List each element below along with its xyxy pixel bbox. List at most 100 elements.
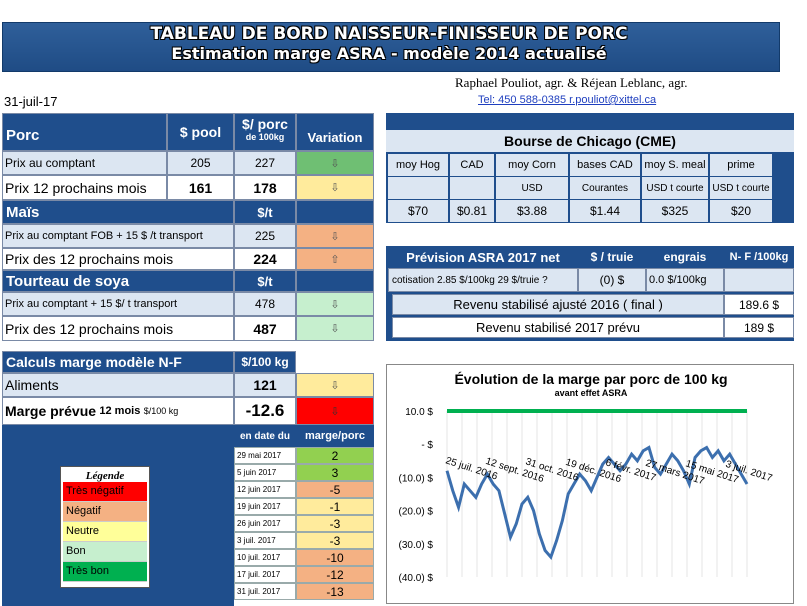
cme-col-unit — [388, 177, 448, 199]
history-value: -12 — [296, 566, 374, 583]
asra-col-truie: $ / truie — [578, 246, 646, 268]
asra-engrais-val: 0.0 $/100kg — [646, 268, 724, 292]
asra-title: Prévision ASRA 2017 net — [388, 246, 578, 268]
history-date: 19 juin 2017 — [234, 498, 296, 515]
history-value: -3 — [296, 532, 374, 549]
history-value: -3 — [296, 515, 374, 532]
soya-r2-label: Prix des 12 prochains mois — [2, 316, 234, 341]
cme-col-value: $325 — [642, 200, 708, 222]
col-porc-line1: $/ porc — [242, 116, 288, 132]
calc-r2-val: -12.6 — [234, 397, 296, 425]
col-porc: $/ porc de 100kg — [234, 113, 296, 151]
history-value: -13 — [296, 583, 374, 600]
cme-col-header: moy Corn — [496, 154, 568, 176]
asra-nf-val — [724, 268, 794, 292]
cme-col-header: moy Hog — [388, 154, 448, 176]
mais-r2-label: Prix des 12 prochains mois — [2, 248, 234, 270]
history-date: 29 mai 2017 — [234, 447, 296, 464]
history-date: 17 juil. 2017 — [234, 566, 296, 583]
soya-r1-val: 478 — [234, 292, 296, 316]
rev2016-val: 189.6 $ — [724, 294, 794, 315]
porc-r2-label: Prix 12 prochains mois — [2, 175, 167, 200]
history-date: 10 juil. 2017 — [234, 549, 296, 566]
contact-link[interactable]: Tel: 450 588-0385 r.pouliot@xittel.ca — [478, 94, 657, 106]
chart-plot: 10.0 $ - $ (10.0) $ (20.0) $ (30.0) $ (40.0) … — [399, 407, 774, 584]
history-value: 3 — [296, 464, 374, 481]
asra-col-engrais: engrais — [646, 246, 724, 268]
rev2017-val: 189 $ — [724, 317, 794, 338]
porc-r1-val: 227 — [234, 151, 296, 175]
col-porc-line2: de 100kg — [245, 132, 285, 142]
cme-col-value: $20 — [710, 200, 772, 222]
history-date: 31 juil. 2017 — [234, 583, 296, 600]
cme-col-header: bases CAD — [570, 154, 640, 176]
asra-cotisation: cotisation 2.85 $/100kg 29 $/truie ? — [388, 268, 578, 292]
col-pool: $ pool — [167, 113, 234, 151]
chart-y-tick: (10.0) $ — [399, 473, 434, 484]
legend-item: Neutre — [63, 522, 147, 542]
down-arrow-icon: ⇩ — [296, 292, 374, 316]
asra-col-nf: N- F /100kg — [724, 246, 794, 268]
mais-variation-header — [296, 200, 374, 224]
porc-r2-val: 178 — [234, 175, 296, 200]
up-arrow-icon: ⇧ — [296, 248, 374, 270]
title-banner — [2, 22, 780, 72]
calc-r1-label: Aliments — [2, 373, 234, 397]
asra-truie-val: (0) $ — [578, 268, 646, 292]
authors: Raphael Pouliot, agr. & Réjean Leblanc, … — [455, 75, 688, 90]
chart-series-margin — [445, 445, 749, 561]
col-date: en date du — [234, 425, 296, 447]
calc-r2-sub: 12 mois — [99, 405, 141, 417]
porc-title: Porc — [2, 113, 167, 151]
margin-chart: Évolution de la marge par porc de 100 kg… — [386, 364, 794, 604]
banner-subtitle: Estimation marge ASRA - modèle 2014 actu… — [171, 44, 607, 63]
mais-r2-val: 224 — [234, 248, 296, 270]
cme-col-header: moy S. meal — [642, 154, 708, 176]
cme-col-unit: USD — [496, 177, 568, 199]
calc-title: Calculs marge modèle N-F — [2, 351, 234, 373]
calc-r2-label: Marge prévue — [5, 403, 97, 419]
legend-box: Légende Très négatif Négatif Neutre Bon Très… — [60, 466, 150, 588]
history-date: 3 juil. 2017 — [234, 532, 296, 549]
chart-y-tick: - $ — [421, 440, 433, 451]
history-date: 12 juin 2017 — [234, 481, 296, 498]
rev2016-label: Revenu stabilisé ajusté 2016 ( final ) — [392, 294, 724, 315]
down-arrow-icon: ⇩ — [296, 316, 374, 341]
soya-r1-label: Prix au comptant + 15 $/ t transport — [2, 292, 234, 316]
soya-unit: $/t — [234, 270, 296, 292]
cme-col-value: $70 — [388, 200, 448, 222]
legend-title: Légende — [85, 470, 125, 482]
porc-r1-label: Prix au comptant — [2, 151, 167, 175]
legend-item: Très négatif — [63, 482, 147, 502]
cme-col-value: $3.88 — [496, 200, 568, 222]
chart-y-tick: (20.0) $ — [399, 507, 434, 518]
down-arrow-icon: ⇩ — [296, 175, 374, 200]
cme-title: Bourse de Chicago (CME) — [386, 130, 794, 152]
history-value: 2 — [296, 447, 374, 464]
col-marge: marge/porc — [296, 425, 374, 447]
calc-r2-label-cell: Marge prévue 12 mois $/100 kg — [2, 397, 234, 425]
cme-col-value: $1.44 — [570, 200, 640, 222]
soya-variation-header — [296, 270, 374, 292]
history-date: 26 juin 2017 — [234, 515, 296, 532]
cme-col-header: prime — [710, 154, 772, 176]
cme-col-value: $0.81 — [450, 200, 494, 222]
down-arrow-icon: ⇩ — [296, 151, 374, 175]
report-date: 31-juil-17 — [4, 94, 58, 109]
rev2017-label: Revenu stabilisé 2017 prévu — [392, 317, 724, 338]
cme-col-unit — [450, 177, 494, 199]
cme-col-unit: USD t courte — [710, 177, 772, 199]
down-arrow-icon: ⇩ — [296, 224, 374, 248]
legend-items: Très négatif Négatif Neutre Bon Très bon — [61, 482, 149, 582]
history-value: -1 — [296, 498, 374, 515]
mais-unit: $/t — [234, 200, 296, 224]
calc-r1-val: 121 — [234, 373, 296, 397]
soya-title: Tourteau de soya — [2, 270, 234, 292]
calc-r2-unit: $/100 kg — [143, 406, 179, 416]
chart-y-tick: 10.0 $ — [405, 407, 433, 418]
banner-title: TABLEAU DE BORD NAISSEUR-FINISSEUR DE PO… — [150, 24, 628, 44]
soya-r2-val: 487 — [234, 316, 296, 341]
legend-item: Négatif — [63, 502, 147, 522]
down-arrow-icon: ⇩ — [296, 373, 374, 397]
mais-r1-label: Prix au comptant FOB + 15 $ /t transport — [2, 224, 234, 248]
